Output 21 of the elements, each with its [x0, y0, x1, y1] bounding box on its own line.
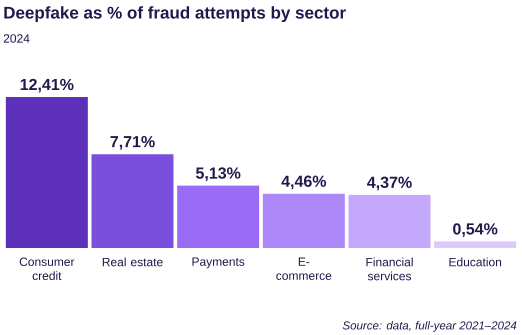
data-label: 5,13%	[196, 167, 240, 182]
chart-title: Deepfake as % of fraud attempts by sector	[4, 6, 346, 22]
bar	[434, 241, 516, 248]
x-tick-label: Payments	[192, 258, 244, 268]
bar	[262, 194, 345, 248]
x-tick-label: Real estate	[102, 258, 163, 266]
bar	[92, 154, 174, 248]
x-tick-label: E-commerce	[276, 258, 332, 280]
data-label: 0,54%	[453, 223, 498, 237]
bar	[177, 186, 260, 248]
x-tick-label: Financial services	[366, 258, 413, 280]
bar	[348, 194, 430, 248]
source-note: Source: data, full-year 2021–2024	[342, 321, 516, 332]
bar	[6, 97, 88, 248]
chart-subtitle: 2024	[4, 34, 30, 43]
x-tick-label: Consumer credit	[20, 258, 74, 280]
x-tick-label: Education	[449, 258, 502, 266]
data-label: 7,71%	[110, 136, 155, 150]
data-label: 4,46%	[281, 176, 326, 190]
data-label: 12,41%	[20, 78, 74, 92]
data-label: 4,37%	[367, 176, 412, 190]
